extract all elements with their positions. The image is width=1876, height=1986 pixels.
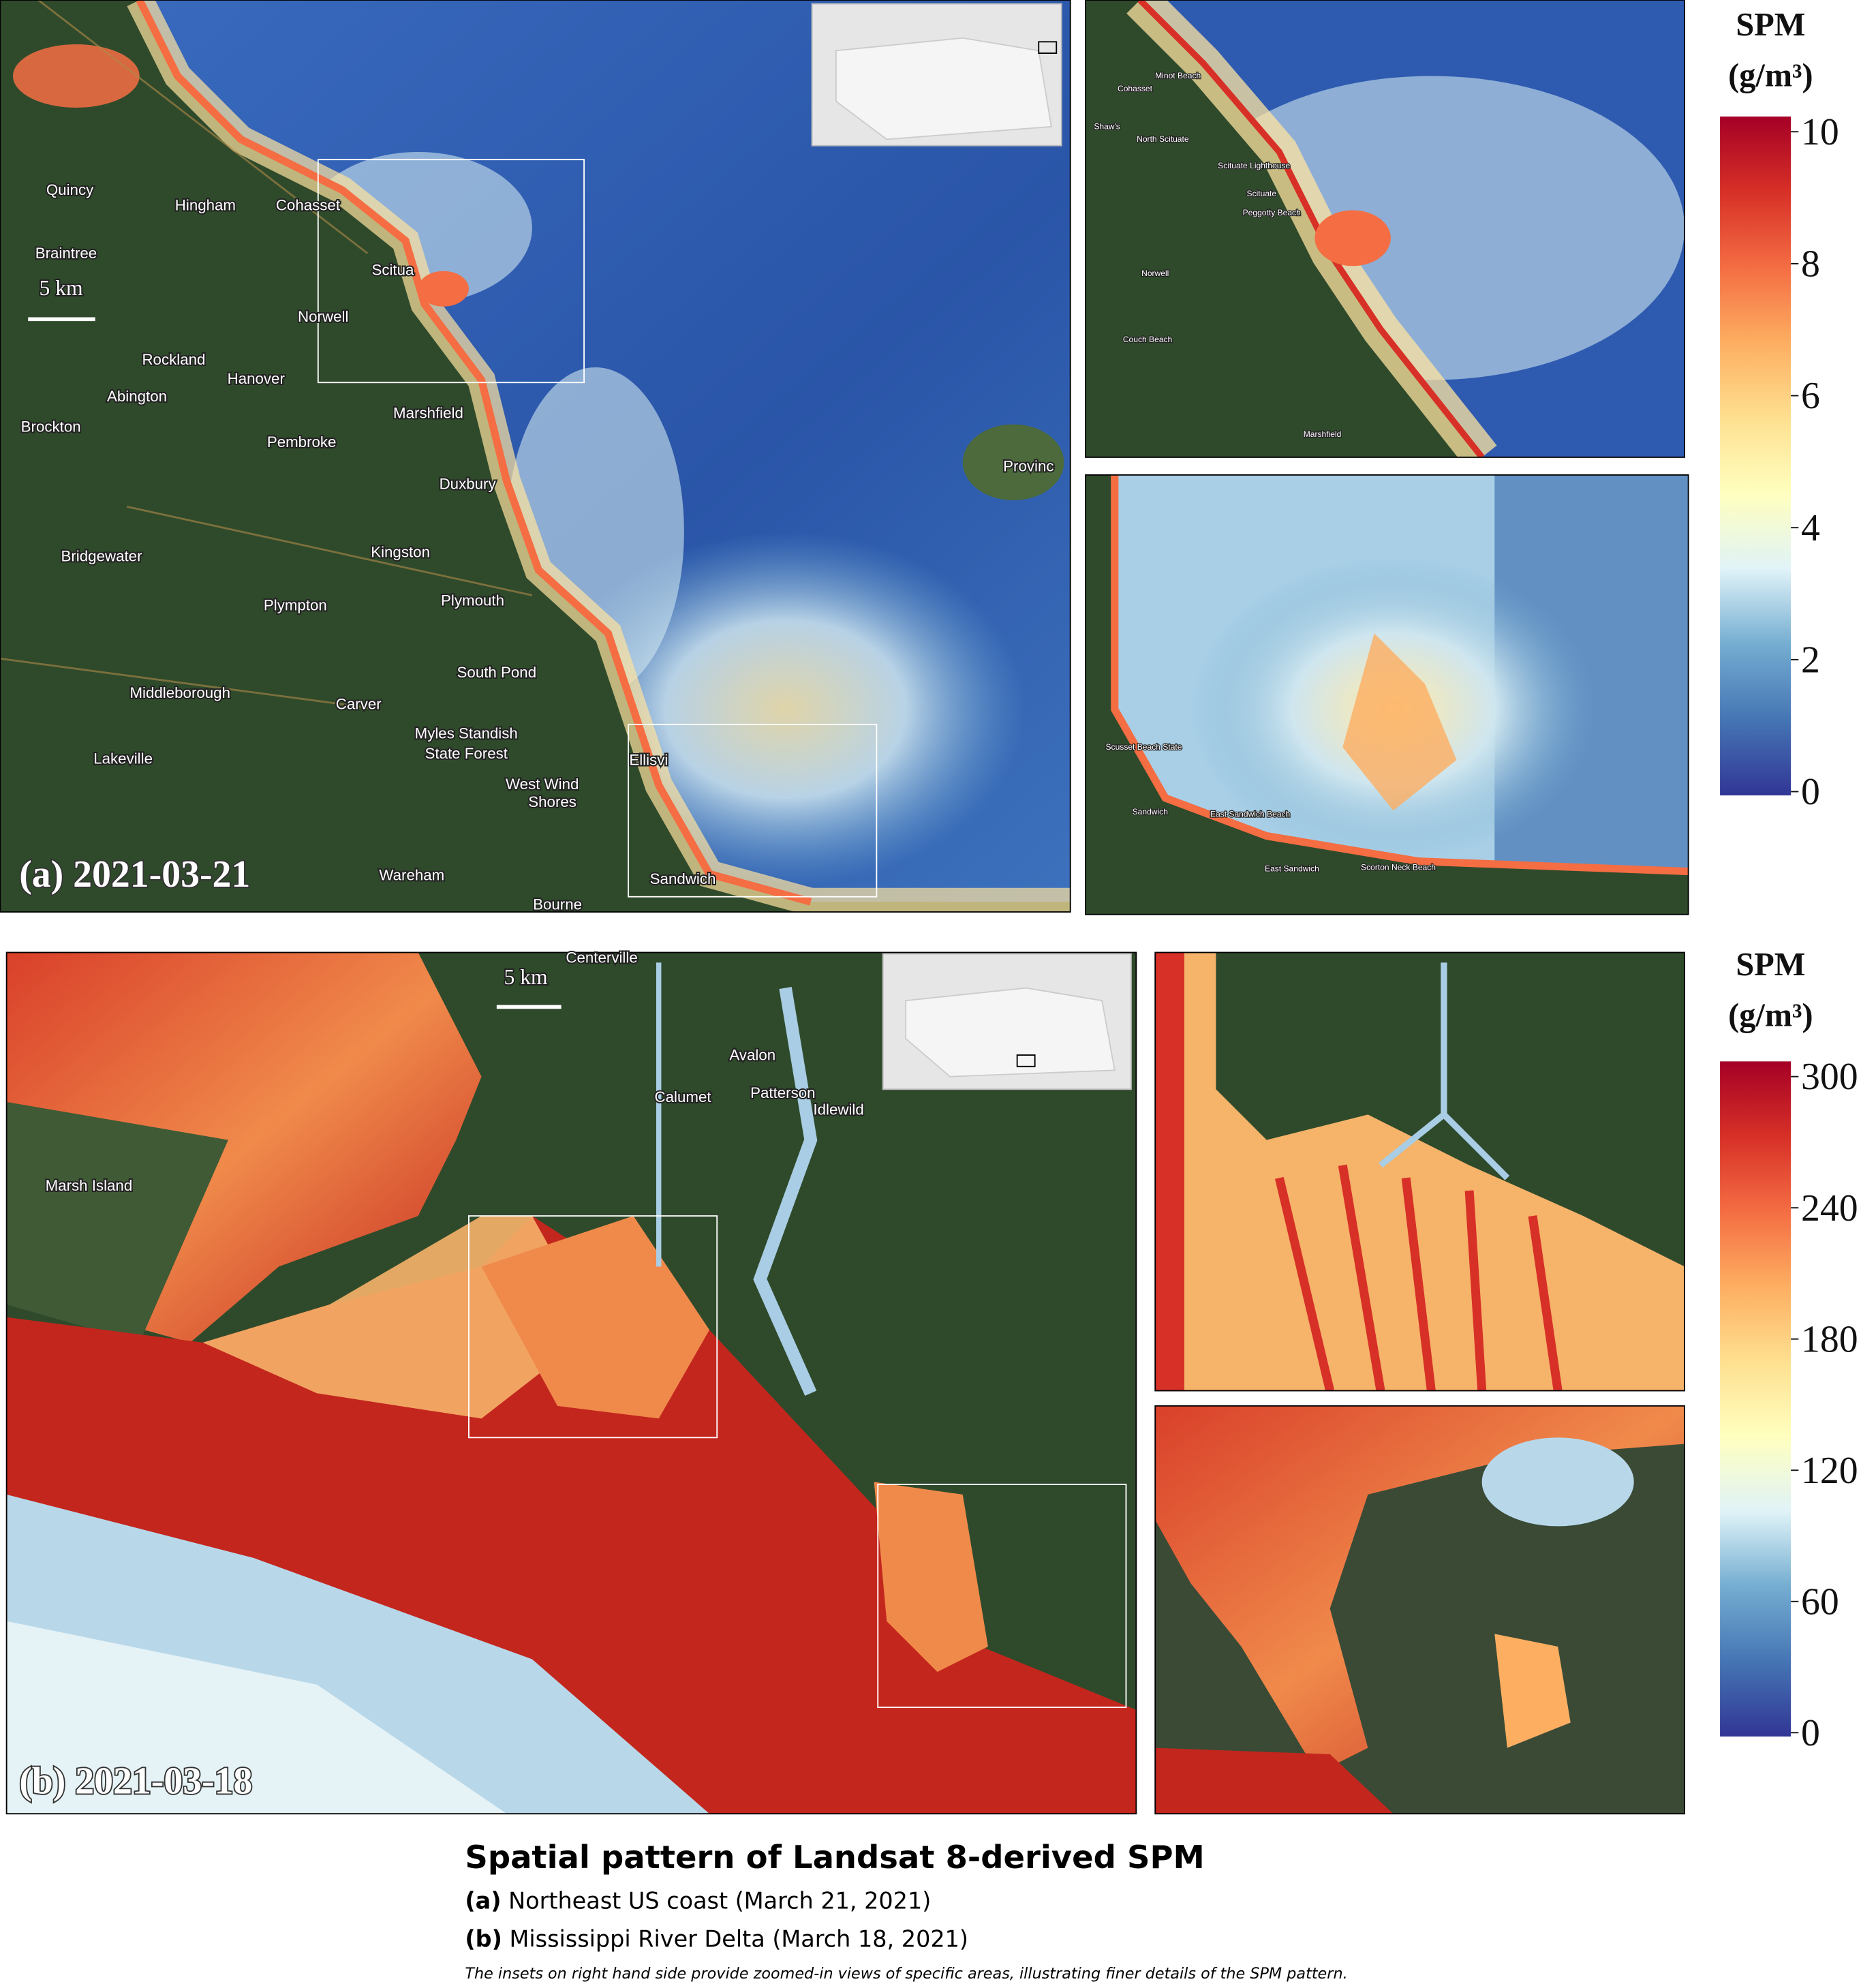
place-label: Rockland <box>142 351 205 368</box>
caption-item: (b) Mississippi River Delta (March 18, 2… <box>465 1925 968 1952</box>
place-label: Duxbury <box>440 475 497 492</box>
place-label: Hingham <box>175 196 236 213</box>
place-label: Wareham <box>379 867 444 884</box>
inset-label: Scorton Neck Beach <box>1361 863 1436 872</box>
scale-bar-label: 5 km <box>40 276 83 300</box>
map-a <box>0 0 1071 913</box>
colorbar-tick-label: 0 <box>1801 1712 1820 1754</box>
colorbar-tick-label: 10 <box>1801 111 1839 153</box>
inset-b2-frame <box>1154 1405 1685 1815</box>
scale-bar-label: 5 km <box>504 965 548 989</box>
caption-note: The insets on right hand side provide zo… <box>465 1965 1347 1983</box>
colorbar-tick-label: 60 <box>1801 1580 1839 1623</box>
inset-label: Scusset Beach State <box>1106 742 1182 752</box>
place-label: Plymouth <box>441 592 504 609</box>
place-label: Shores <box>528 793 576 810</box>
panel-label: (a) 2021-03-21 <box>19 853 250 896</box>
colorbar-tick-label: 8 <box>1801 243 1820 286</box>
panel-label: (b) 2021-03-18 <box>19 1760 252 1803</box>
colorbar-tick-label: 2 <box>1801 639 1820 681</box>
inset-label: Couch Beach <box>1123 335 1172 344</box>
inset-b1-frame <box>1154 951 1685 1392</box>
place-label: Centerville <box>566 949 637 966</box>
place-label: Idlewild <box>813 1101 863 1118</box>
caption-item-text: Northeast US coast (March 21, 2021) <box>508 1888 931 1914</box>
inset-label: Peggotty Beach <box>1243 208 1301 217</box>
colorbar-tick-label: 6 <box>1801 375 1820 417</box>
inset-label: Shaw's <box>1094 122 1120 132</box>
place-label: Marsh Island <box>46 1177 133 1194</box>
place-label: Ellisvi <box>629 751 668 768</box>
map-b <box>6 952 1137 1814</box>
place-label: Plympton <box>264 597 327 614</box>
place-label: Scitua <box>371 261 414 278</box>
place-label: State Forest <box>425 745 508 762</box>
place-label: Norwell <box>298 308 348 325</box>
colorbar <box>1720 116 1792 796</box>
inset-label: Norwell <box>1141 269 1169 278</box>
place-label: Sandwich <box>650 870 716 887</box>
inset-label: East Sandwich <box>1265 864 1319 874</box>
place-label: South Pond <box>457 664 537 681</box>
colorbar-tick-label: 240 <box>1801 1187 1858 1229</box>
inset-label: Marshfield <box>1304 429 1342 439</box>
caption-item-text: Mississippi River Delta (March 18, 2021) <box>510 1925 968 1952</box>
place-label: Quincy <box>46 181 94 198</box>
inset-label: Cohasset <box>1118 84 1153 93</box>
place-label: Braintree <box>35 245 97 262</box>
colorbar-tick-label: 4 <box>1801 507 1820 549</box>
inset-label: North Scituate <box>1137 134 1189 144</box>
place-label: Middleborough <box>129 684 230 701</box>
caption-item-label: (a) <box>465 1888 501 1914</box>
inset-label: East Sandwich Beach <box>1210 810 1290 819</box>
inset-b1 <box>1155 952 1685 1391</box>
place-label: Lakeville <box>93 750 153 767</box>
inset-label: Sandwich <box>1133 807 1168 816</box>
place-label: Hanover <box>228 370 286 387</box>
map-b-frame <box>5 951 1137 1815</box>
inset-a2-frame <box>1085 474 1689 915</box>
inset-a1 <box>1086 0 1685 457</box>
colorbar-tick-label: 180 <box>1801 1318 1858 1360</box>
caption-item-label: (b) <box>465 1925 502 1952</box>
caption-item: (a) Northeast US coast (March 21, 2021) <box>465 1888 931 1914</box>
inset-label: Minot Beach <box>1155 71 1201 80</box>
place-label: Avalon <box>729 1046 775 1063</box>
colorbar <box>1720 1061 1792 1737</box>
inset-a1-frame <box>1085 0 1685 458</box>
colorbar-tick-label: 120 <box>1801 1450 1858 1492</box>
colorbar-title: SPM <box>1736 7 1805 43</box>
colorbar-unit: (g/m³) <box>1728 997 1813 1033</box>
place-label: Bourne <box>533 896 582 913</box>
place-label: Pembroke <box>267 433 337 450</box>
place-label: Brockton <box>21 418 81 436</box>
place-label: Abington <box>107 388 167 405</box>
colorbar-tick-label: 300 <box>1801 1056 1858 1098</box>
inset-a2 <box>1086 474 1689 915</box>
place-label: Bridgewater <box>61 547 143 564</box>
colorbar-unit: (g/m³) <box>1728 57 1813 93</box>
place-label: West Wind <box>506 776 579 793</box>
inset-label: Scituate <box>1247 189 1277 198</box>
place-label: Myles Standish <box>415 724 518 742</box>
inset-label: Scituate Lighthouse <box>1218 161 1290 170</box>
inset-b2 <box>1155 1405 1685 1814</box>
place-label: Provinc <box>1003 457 1054 474</box>
place-label: Marshfield <box>393 404 463 421</box>
place-label: Kingston <box>371 544 430 561</box>
place-label: Calumet <box>655 1088 712 1105</box>
colorbar-title: SPM <box>1736 947 1805 983</box>
place-label: Cohasset <box>276 196 341 213</box>
map-a-frame <box>0 0 1071 913</box>
place-label: Carver <box>336 696 382 713</box>
colorbar-tick-label: 0 <box>1801 771 1820 813</box>
place-label: Patterson <box>750 1084 815 1101</box>
caption-title: Spatial pattern of Landsat 8-derived SPM <box>465 1839 1204 1876</box>
